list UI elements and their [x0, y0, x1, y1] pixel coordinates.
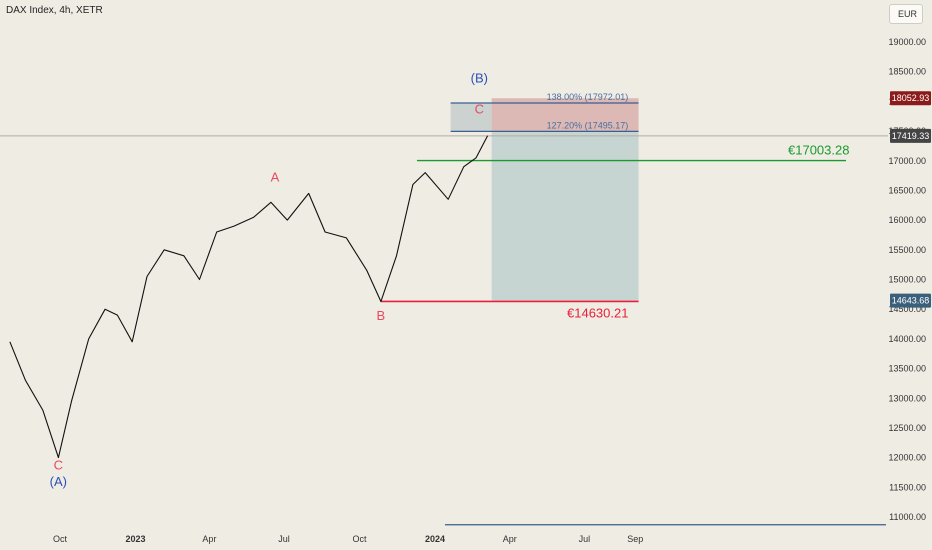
position-zones — [491, 98, 639, 301]
price-line — [9, 135, 489, 459]
price-badge-label: 17419.33 — [892, 131, 930, 141]
y-tick-label: 16000.00 — [888, 215, 926, 225]
y-tick-label: 18500.00 — [888, 67, 926, 77]
x-tick-label: Oct — [353, 534, 368, 544]
wave-labels: C(A)ABC(B) — [50, 70, 488, 489]
x-tick-label: Oct — [53, 534, 68, 544]
y-tick-label: 11000.00 — [889, 512, 926, 522]
target-zone — [491, 98, 639, 132]
currency-button[interactable]: EUR — [889, 4, 923, 24]
wave-label: (A) — [50, 474, 67, 489]
wave-label: (B) — [471, 70, 488, 85]
x-tick-label: Jul — [278, 534, 290, 544]
price-axis[interactable]: 19000.0018500.0018000.0017500.0017000.00… — [888, 37, 926, 522]
price-badge-label: 18052.93 — [892, 93, 930, 103]
y-tick-label: 16500.00 — [888, 185, 926, 195]
symbol-title: DAX Index, 4h, XETR — [6, 5, 103, 16]
fib-box — [450, 103, 492, 132]
y-tick-label: 13000.00 — [888, 393, 926, 403]
x-tick-label: Apr — [503, 534, 517, 544]
y-tick-label: 12000.00 — [888, 453, 926, 463]
level-lines: 138.00% (17972.01) 127.20% (17495.17) €170… — [380, 92, 886, 526]
time-axis[interactable]: Oct 2023 Apr Jul Oct 2024 Apr Jul Sep — [53, 534, 643, 544]
stop-zone — [491, 131, 639, 301]
price-badge — [890, 293, 931, 308]
price-badge-label: 14643.68 — [892, 296, 930, 306]
x-tick-label: Sep — [627, 534, 643, 544]
x-tick-label: Apr — [202, 534, 216, 544]
fib-level-label: 138.00% (17972.01) — [547, 92, 629, 102]
x-tick-label: 2023 — [125, 534, 145, 544]
y-tick-label: 15500.00 — [888, 245, 926, 255]
y-tick-label: 12500.00 — [888, 423, 926, 433]
price-badge — [890, 91, 931, 106]
y-tick-label: 19000.00 — [888, 37, 926, 47]
y-tick-label: 14500.00 — [888, 304, 926, 314]
support-label: €14630.21 — [567, 305, 628, 320]
wave-label: A — [271, 170, 280, 185]
y-tick-label: 14000.00 — [888, 334, 926, 344]
y-tick-label: 11500.00 — [889, 482, 926, 492]
y-tick-label: 13500.00 — [888, 364, 926, 374]
price-badges: 18052.93 17419.33 14643.68 — [890, 91, 931, 308]
resistance-label: €17003.28 — [788, 143, 849, 158]
wave-label: C — [54, 458, 63, 473]
wave-label: C — [475, 101, 484, 116]
x-tick-label: Jul — [579, 534, 591, 544]
y-tick-label: 15000.00 — [888, 275, 926, 285]
price-badge — [890, 128, 931, 143]
fib-level-label: 127.20% (17495.17) — [547, 120, 629, 130]
y-tick-label: 17000.00 — [888, 156, 926, 166]
wave-label: B — [377, 308, 386, 323]
price-series — [9, 135, 489, 459]
x-tick-label: 2024 — [425, 534, 445, 544]
